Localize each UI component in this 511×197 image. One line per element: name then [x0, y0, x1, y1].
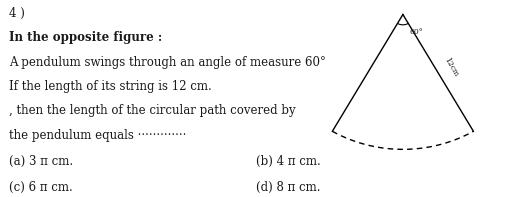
- Text: (b) 4 π cm.: (b) 4 π cm.: [256, 155, 320, 168]
- Text: If the length of its string is 12 cm.: If the length of its string is 12 cm.: [9, 80, 212, 93]
- Text: 60°: 60°: [409, 28, 423, 36]
- Text: (a) 3 π cm.: (a) 3 π cm.: [9, 155, 73, 168]
- Text: 12cm: 12cm: [442, 56, 459, 78]
- Text: 4 ): 4 ): [9, 7, 25, 20]
- Text: In the opposite figure :: In the opposite figure :: [9, 31, 162, 44]
- Text: the pendulum equals ·············: the pendulum equals ·············: [9, 129, 187, 142]
- Text: , then the length of the circular path covered by: , then the length of the circular path c…: [9, 104, 296, 117]
- Text: (d) 8 π cm.: (d) 8 π cm.: [256, 181, 320, 194]
- Text: A pendulum swings through an angle of measure 60°: A pendulum swings through an angle of me…: [9, 56, 326, 69]
- Text: (c) 6 π cm.: (c) 6 π cm.: [9, 181, 73, 194]
